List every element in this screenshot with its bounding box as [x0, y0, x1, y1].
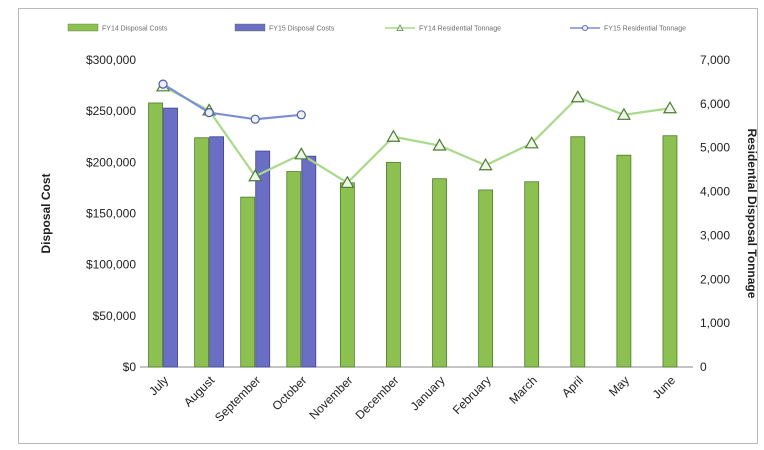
y-left-tick-label: $0	[123, 360, 137, 374]
legend-swatch-1	[67, 23, 99, 32]
point-fy15-tonnage	[250, 114, 260, 124]
point-fy14-tonnage	[386, 129, 401, 142]
point-fy15-tonnage	[158, 79, 168, 89]
y-left-tick-label: $300,000	[86, 53, 136, 67]
x-tick-label: November	[306, 373, 355, 422]
legend-label-3: FY14 Residential Tonnage	[419, 26, 501, 33]
y-right-tick-label: 2,000	[700, 272, 730, 286]
bar-fy15	[301, 155, 317, 368]
point-fy14-tonnage	[662, 101, 677, 114]
bar-fy14	[240, 196, 256, 368]
legend-label-2: FY15 Disposal Costs	[269, 26, 335, 33]
point-fy14-tonnage	[294, 147, 309, 160]
point-fy14-tonnage	[524, 136, 539, 149]
y-right-tick-label: 6,000	[700, 97, 730, 111]
y-right-tick-label: 7,000	[700, 53, 730, 67]
y-left-tick-label: $250,000	[86, 104, 136, 118]
y-right-tick-label: 5,000	[700, 141, 730, 155]
x-tick-label: December	[353, 373, 402, 422]
legend-label-4: FY15 Residential Tonnage	[604, 26, 686, 33]
point-fy14-tonnage	[478, 158, 493, 171]
x-tick-label: April	[559, 373, 586, 400]
point-fy14-tonnage	[340, 175, 355, 188]
point-fy15-tonnage	[296, 110, 306, 120]
x-tick-label: September	[212, 373, 263, 424]
x-tick-label: February	[450, 373, 494, 417]
legend-label-1: FY14 Disposal Costs	[102, 26, 168, 33]
y-right-tick-label: 1,000	[700, 316, 730, 330]
x-tick-label: March	[506, 373, 539, 406]
y-left-tick-label: $100,000	[86, 258, 136, 272]
bar-fy14	[662, 135, 678, 368]
y-left-tick-label: $50,000	[93, 309, 137, 323]
bar-fy14	[286, 171, 302, 368]
point-fy14-tonnage	[248, 169, 263, 182]
bar-fy14	[616, 154, 632, 368]
point-fy14-tonnage	[432, 138, 447, 151]
bar-fy14	[339, 182, 355, 368]
bar-fy14	[148, 102, 163, 368]
point-fy15-tonnage	[204, 108, 214, 118]
y-right-tick-label: 4,000	[700, 185, 730, 199]
x-tick-label: May	[606, 373, 632, 399]
bar-fy15	[209, 136, 225, 368]
x-tick-label: January	[408, 373, 448, 413]
bar-fy14	[432, 178, 447, 368]
bar-fy15	[163, 107, 178, 368]
legend-swatch-2	[234, 23, 266, 32]
bar-fy14	[478, 189, 494, 368]
bar-fy14	[386, 161, 401, 368]
bar-fy14	[524, 181, 540, 368]
point-fy14-tonnage	[616, 107, 631, 120]
legend-marker-4	[582, 24, 589, 31]
x-tick-label: June	[650, 373, 679, 402]
line-fy14-tonnage	[162, 85, 671, 185]
y-left-tick-label: $150,000	[86, 207, 136, 221]
y-right-tick-label: 0	[700, 360, 707, 374]
y-right-axis-title: Residential Disposal Tonnage	[745, 129, 759, 299]
y-left-axis-title: Disposal Cost	[39, 173, 53, 253]
legend-marker-3	[396, 24, 404, 31]
line-fy15-tonnage	[162, 83, 302, 121]
point-fy14-tonnage	[570, 90, 585, 103]
bar-fy15	[255, 150, 271, 368]
y-left-tick-label: $200,000	[86, 155, 136, 169]
bar-fy14	[194, 137, 210, 368]
y-right-tick-label: 3,000	[700, 228, 730, 242]
x-tick-label: July	[146, 373, 171, 398]
x-tick-label: August	[181, 373, 218, 410]
bar-fy14	[570, 136, 586, 368]
x-tick-label: October	[269, 373, 309, 413]
